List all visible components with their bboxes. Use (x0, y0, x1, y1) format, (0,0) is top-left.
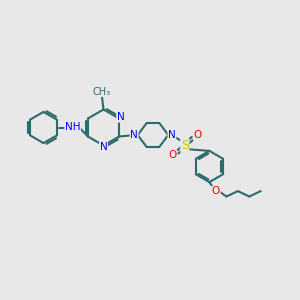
Text: O: O (193, 130, 202, 140)
Text: N: N (117, 112, 124, 122)
Text: O: O (212, 186, 220, 196)
Text: N: N (100, 142, 107, 152)
Text: O: O (169, 150, 177, 161)
Text: S: S (181, 139, 189, 152)
Text: CH₃: CH₃ (93, 86, 111, 97)
Text: N: N (168, 130, 176, 140)
Text: NH: NH (65, 122, 80, 133)
Text: N: N (130, 130, 138, 140)
